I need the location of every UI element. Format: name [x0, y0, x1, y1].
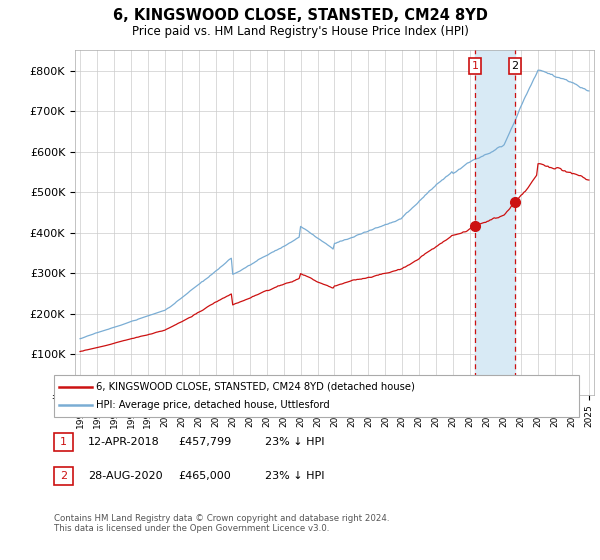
Text: HPI: Average price, detached house, Uttlesford: HPI: Average price, detached house, Uttl… [96, 400, 330, 410]
Text: 28-AUG-2020: 28-AUG-2020 [88, 471, 163, 481]
Text: 2: 2 [512, 60, 518, 71]
Text: 1: 1 [60, 437, 67, 447]
Text: Price paid vs. HM Land Registry's House Price Index (HPI): Price paid vs. HM Land Registry's House … [131, 25, 469, 38]
Text: £457,799: £457,799 [178, 437, 232, 447]
Text: 6, KINGSWOOD CLOSE, STANSTED, CM24 8YD (detached house): 6, KINGSWOOD CLOSE, STANSTED, CM24 8YD (… [96, 382, 415, 392]
Text: 1: 1 [472, 60, 478, 71]
Text: 12-APR-2018: 12-APR-2018 [88, 437, 160, 447]
Text: 2: 2 [60, 471, 67, 481]
Text: 6, KINGSWOOD CLOSE, STANSTED, CM24 8YD: 6, KINGSWOOD CLOSE, STANSTED, CM24 8YD [113, 8, 487, 24]
Text: 23% ↓ HPI: 23% ↓ HPI [265, 471, 325, 481]
Bar [475, 50, 515, 395]
Text: £465,000: £465,000 [178, 471, 231, 481]
Text: 23% ↓ HPI: 23% ↓ HPI [265, 437, 325, 447]
Text: Contains HM Land Registry data © Crown copyright and database right 2024.
This d: Contains HM Land Registry data © Crown c… [54, 514, 389, 534]
